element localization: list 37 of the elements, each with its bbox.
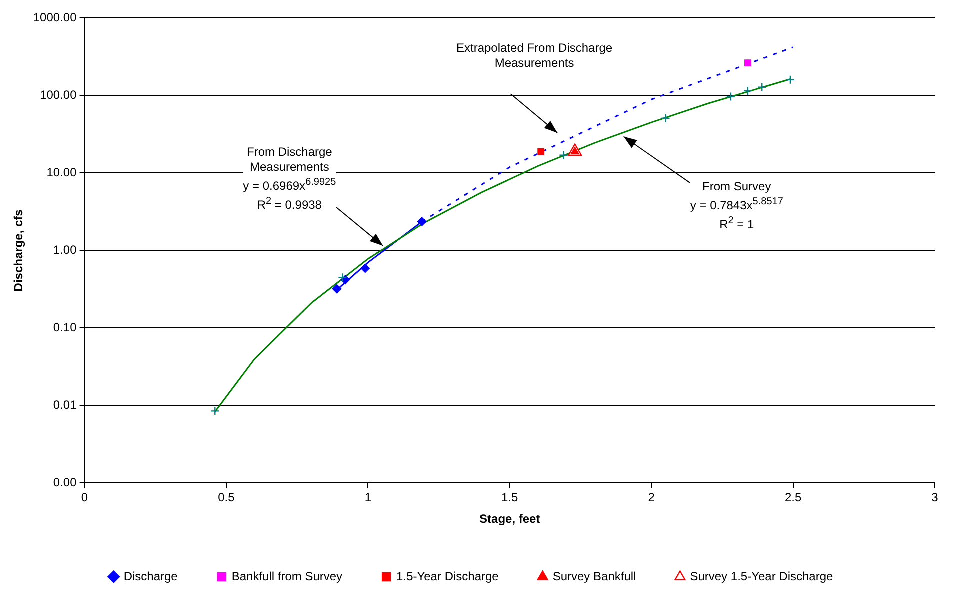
point xyxy=(538,148,544,156)
x-tick-label: 2.5 xyxy=(784,490,802,505)
y-axis-title: Discharge, cfs xyxy=(12,209,26,292)
point xyxy=(210,406,220,416)
y-tick-label: 1000.00 xyxy=(33,10,78,25)
point xyxy=(758,82,767,92)
x-tick-label: 1 xyxy=(364,490,372,505)
legend-label: Discharge xyxy=(124,569,178,584)
point xyxy=(417,217,427,226)
point xyxy=(743,86,753,96)
x-axis-title: Stage, feet xyxy=(480,512,540,526)
text: From Discharge Measurements y = 0.6969x$^{6.9925}$ R$^{2}$ = 0.9938 xyxy=(243,144,336,212)
x-tick-label: 0.5 xyxy=(218,490,236,505)
legend-label: Survey 1.5-Year Discharge xyxy=(690,569,834,584)
annotation: Extrapolated From Discharge Measurements xyxy=(456,41,613,72)
x-tick-label: 1.5 xyxy=(502,490,519,505)
y-tick-label: 10.00 xyxy=(46,166,78,180)
x-tick-label: 3 xyxy=(932,490,939,505)
point xyxy=(661,114,670,123)
y-tick-label: 1.00 xyxy=(53,243,78,258)
point xyxy=(559,150,568,160)
legend-label: Survey Bankfull xyxy=(552,569,636,584)
legend-label: 1.5-Year Discharge xyxy=(396,569,500,584)
point xyxy=(726,92,736,102)
y-tick-label: 100.00 xyxy=(40,88,78,102)
point xyxy=(332,284,342,294)
legend-label: Bankfull from Survey xyxy=(232,569,343,584)
point xyxy=(786,75,796,84)
text: From Survey y = 0.7843x$^{5.8517}$ R$^{2}$ = 1 xyxy=(690,180,784,232)
y-tick-label: 0.01 xyxy=(53,398,78,412)
x-tick-label: 2 xyxy=(648,490,656,505)
point xyxy=(338,272,348,282)
point xyxy=(360,264,370,274)
y-tick-label: 0.00 xyxy=(53,476,78,490)
y-tick-label: 0.10 xyxy=(53,320,78,335)
point xyxy=(744,60,752,66)
x-tick-label: 0 xyxy=(81,490,88,505)
